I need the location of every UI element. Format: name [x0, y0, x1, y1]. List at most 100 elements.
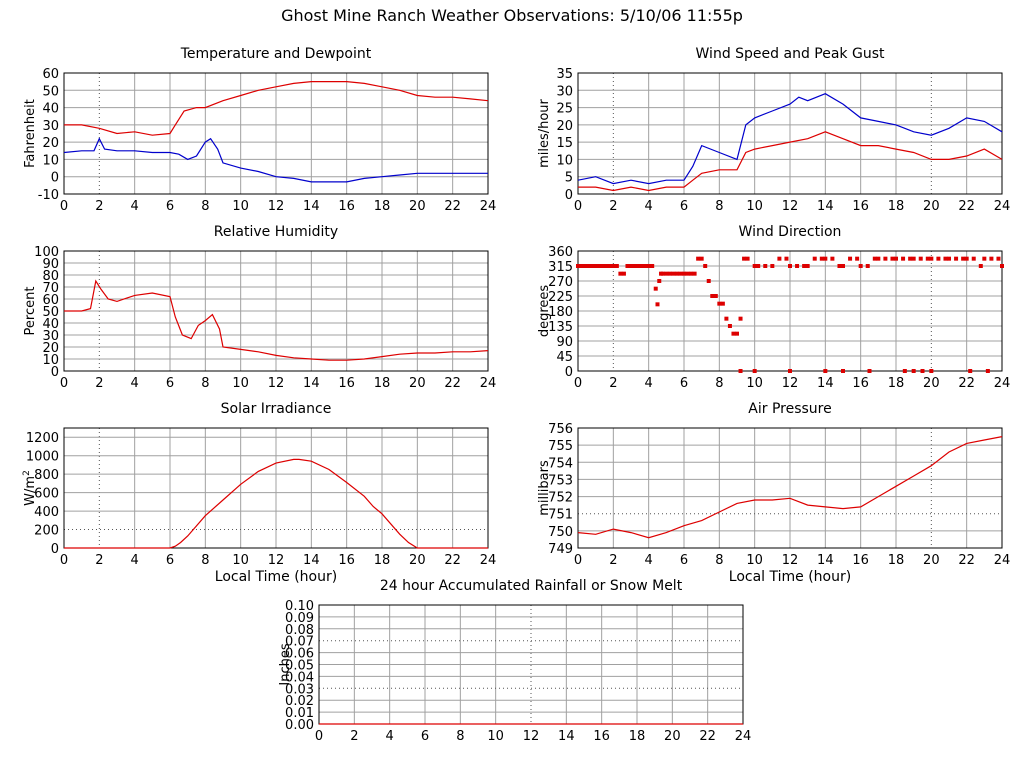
x-tick-label: 2 [95, 199, 103, 214]
data-point [625, 264, 630, 268]
x-tick-label: 4 [645, 553, 653, 568]
x-tick-label: 10 [232, 376, 249, 391]
data-point [717, 301, 722, 306]
y-tick-label: 750 [548, 525, 573, 540]
x-tick-label: 2 [95, 376, 103, 391]
series-line-red [577, 436, 1003, 539]
data-point [720, 301, 725, 306]
data-point [655, 302, 660, 307]
data-point [819, 256, 824, 261]
data-point [920, 369, 925, 373]
data-point [848, 256, 853, 261]
chart-title: Temperature and Dewpoint [180, 46, 372, 62]
y-tick-label: 749 [548, 542, 573, 557]
data-point [650, 264, 655, 268]
chart-title: Wind Direction [739, 224, 842, 240]
data-point [872, 256, 877, 261]
x-tick-label: 12 [268, 553, 285, 568]
data-point [727, 324, 732, 328]
data-point [784, 256, 789, 261]
series-line-red [64, 458, 488, 549]
y-tick-label: 0.10 [285, 599, 314, 614]
x-tick-label: 14 [303, 199, 320, 214]
data-point [756, 264, 761, 268]
x-tick-label: 2 [609, 376, 617, 391]
data-point [876, 256, 881, 261]
y-tick-label: 60 [42, 67, 59, 82]
data-point [703, 264, 708, 268]
x-tick-label: 20 [409, 199, 426, 214]
data-point [971, 256, 976, 261]
x-tick-label: 20 [409, 553, 426, 568]
data-point [678, 271, 683, 276]
series-line-blue [63, 137, 488, 183]
y-tick-label: 20 [42, 136, 59, 151]
data-point [867, 369, 872, 373]
y-tick-label: 400 [34, 505, 59, 520]
x-tick-label: 18 [374, 553, 391, 568]
x-tick-label: 8 [715, 199, 723, 214]
x-tick-label: 8 [201, 199, 209, 214]
y-tick-label: 40 [42, 317, 59, 332]
y-axis-label: miles/hour [537, 98, 552, 167]
y-tick-label: 80 [42, 269, 59, 284]
y-tick-label: 0.08 [285, 623, 314, 638]
y-tick-label: 10 [42, 153, 59, 168]
y-tick-label: 754 [548, 456, 573, 471]
data-point [943, 256, 948, 261]
y-tick-label: 20 [42, 341, 59, 356]
data-point [936, 256, 941, 261]
data-point [583, 264, 588, 268]
plot-frame [63, 427, 489, 549]
data-point [597, 264, 602, 268]
data-point [735, 331, 739, 336]
data-point [802, 264, 807, 268]
data-point [908, 256, 913, 261]
data-point [911, 256, 916, 261]
y-tick-label: 0.09 [285, 611, 314, 626]
data-point [841, 369, 845, 373]
y-tick-label: 90 [556, 335, 573, 350]
x-tick-label: 4 [645, 376, 653, 391]
x-tick-label: 2 [609, 553, 617, 568]
x-tick-label: 0 [60, 553, 68, 568]
data-point [664, 271, 669, 276]
data-point [618, 271, 623, 276]
data-point [682, 271, 686, 276]
data-point [823, 256, 828, 261]
x-tick-label: 22 [444, 199, 461, 214]
data-point [636, 264, 641, 268]
x-tick-label: 14 [817, 376, 834, 391]
x-tick-label: 6 [680, 199, 688, 214]
x-tick-label: 6 [680, 376, 688, 391]
y-tick-label: 45 [556, 350, 573, 365]
x-tick-label: 10 [746, 376, 763, 391]
x-tick-label: 22 [958, 553, 975, 568]
y-tick-label: 0.05 [285, 659, 314, 674]
x-tick-label: 2 [350, 729, 358, 744]
y-tick-label: 1000 [26, 450, 59, 465]
x-tick-label: 12 [523, 729, 540, 744]
x-axis-label: Local Time (hour) [729, 569, 851, 585]
data-point [830, 256, 835, 261]
chart-title: Air Pressure [748, 401, 831, 417]
y-tick-label: 40 [42, 102, 59, 117]
x-tick-label: 16 [852, 376, 869, 391]
x-tick-label: 22 [444, 553, 461, 568]
y-axis-label: millibars [537, 460, 552, 516]
x-tick-label: 0 [574, 199, 582, 214]
data-point [653, 286, 658, 291]
x-tick-label: 22 [958, 376, 975, 391]
data-point [929, 256, 934, 261]
x-tick-label: 12 [268, 199, 285, 214]
x-tick-label: 16 [593, 729, 610, 744]
data-point [812, 256, 817, 261]
y-tick-label: 360 [548, 245, 573, 260]
y-tick-label: 0.07 [285, 635, 314, 650]
x-tick-label: 10 [487, 729, 504, 744]
data-point [586, 264, 591, 268]
